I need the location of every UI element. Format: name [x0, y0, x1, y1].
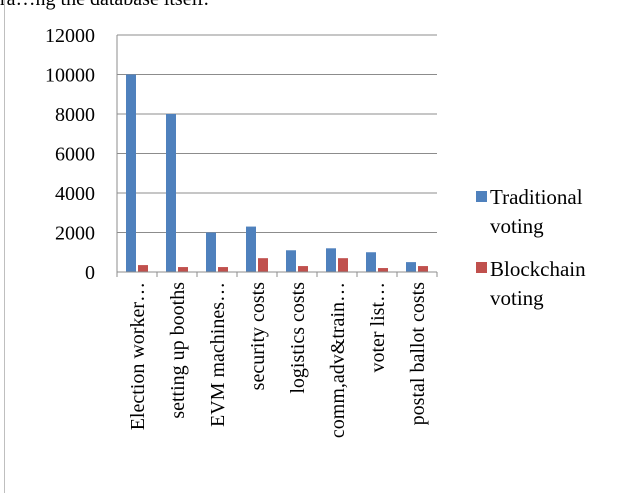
legend-label-traditional-1: Traditional [490, 185, 583, 209]
bar-traditional-5 [326, 248, 336, 272]
x-tick-label-0: Election worker… [127, 282, 149, 430]
bar-blockchain-0 [138, 265, 148, 272]
y-tick-label-0: 0 [85, 262, 95, 284]
axes [116, 35, 438, 277]
bar-traditional-2 [206, 232, 216, 272]
x-tick-label-7: postal ballot costs [407, 282, 429, 426]
legend-label-blockchain-2: voting [490, 286, 544, 310]
bar-traditional-0 [126, 74, 136, 272]
legend-label-blockchain-1: Blockchain [490, 257, 586, 281]
y-tick-label-2000: 2000 [55, 223, 95, 245]
y-tick-label-12000: 12000 [45, 25, 95, 47]
x-tick-label-1: setting up booths [167, 282, 189, 419]
chart-frame [4, 0, 634, 493]
legend-swatch-traditional [476, 191, 487, 202]
bar-traditional-7 [406, 262, 416, 272]
top-text-fragment: ra…ng the database itself. [0, 0, 209, 11]
legend-label-traditional-2: voting [490, 214, 544, 238]
bar-traditional-1 [166, 114, 176, 272]
y-tick-label-6000: 6000 [55, 144, 95, 166]
legend: Traditional voting Blockchain voting [476, 185, 586, 310]
x-tick-label-6: voter list… [367, 282, 389, 373]
x-tick-label-2: EVM machines… [207, 282, 229, 427]
bar-traditional-4 [286, 250, 296, 272]
bar-blockchain-6 [378, 268, 388, 272]
y-tick-labels: 0 2000 4000 6000 8000 10000 12000 [45, 25, 95, 284]
bar-traditional-3 [246, 226, 256, 272]
bar-blockchain-5 [338, 258, 348, 272]
x-tick-label-4: logistics costs [287, 282, 309, 394]
y-tick-label-4000: 4000 [55, 183, 95, 205]
bar-blockchain-7 [418, 266, 428, 272]
bars [126, 74, 428, 272]
x-tick-labels: Election worker… setting up booths EVM mac… [127, 282, 429, 438]
bar-blockchain-4 [298, 266, 308, 272]
grid-lines [117, 34, 437, 273]
x-tick-label-5: comm,adv&train… [327, 282, 349, 438]
x-tick-label-3: security costs [247, 282, 269, 391]
legend-swatch-blockchain [476, 262, 487, 273]
y-tick-label-8000: 8000 [55, 104, 95, 126]
bar-blockchain-2 [218, 267, 228, 272]
bar-blockchain-1 [178, 267, 188, 272]
y-tick-label-10000: 10000 [45, 65, 95, 87]
bar-blockchain-3 [258, 258, 268, 272]
bar-traditional-6 [366, 252, 376, 272]
